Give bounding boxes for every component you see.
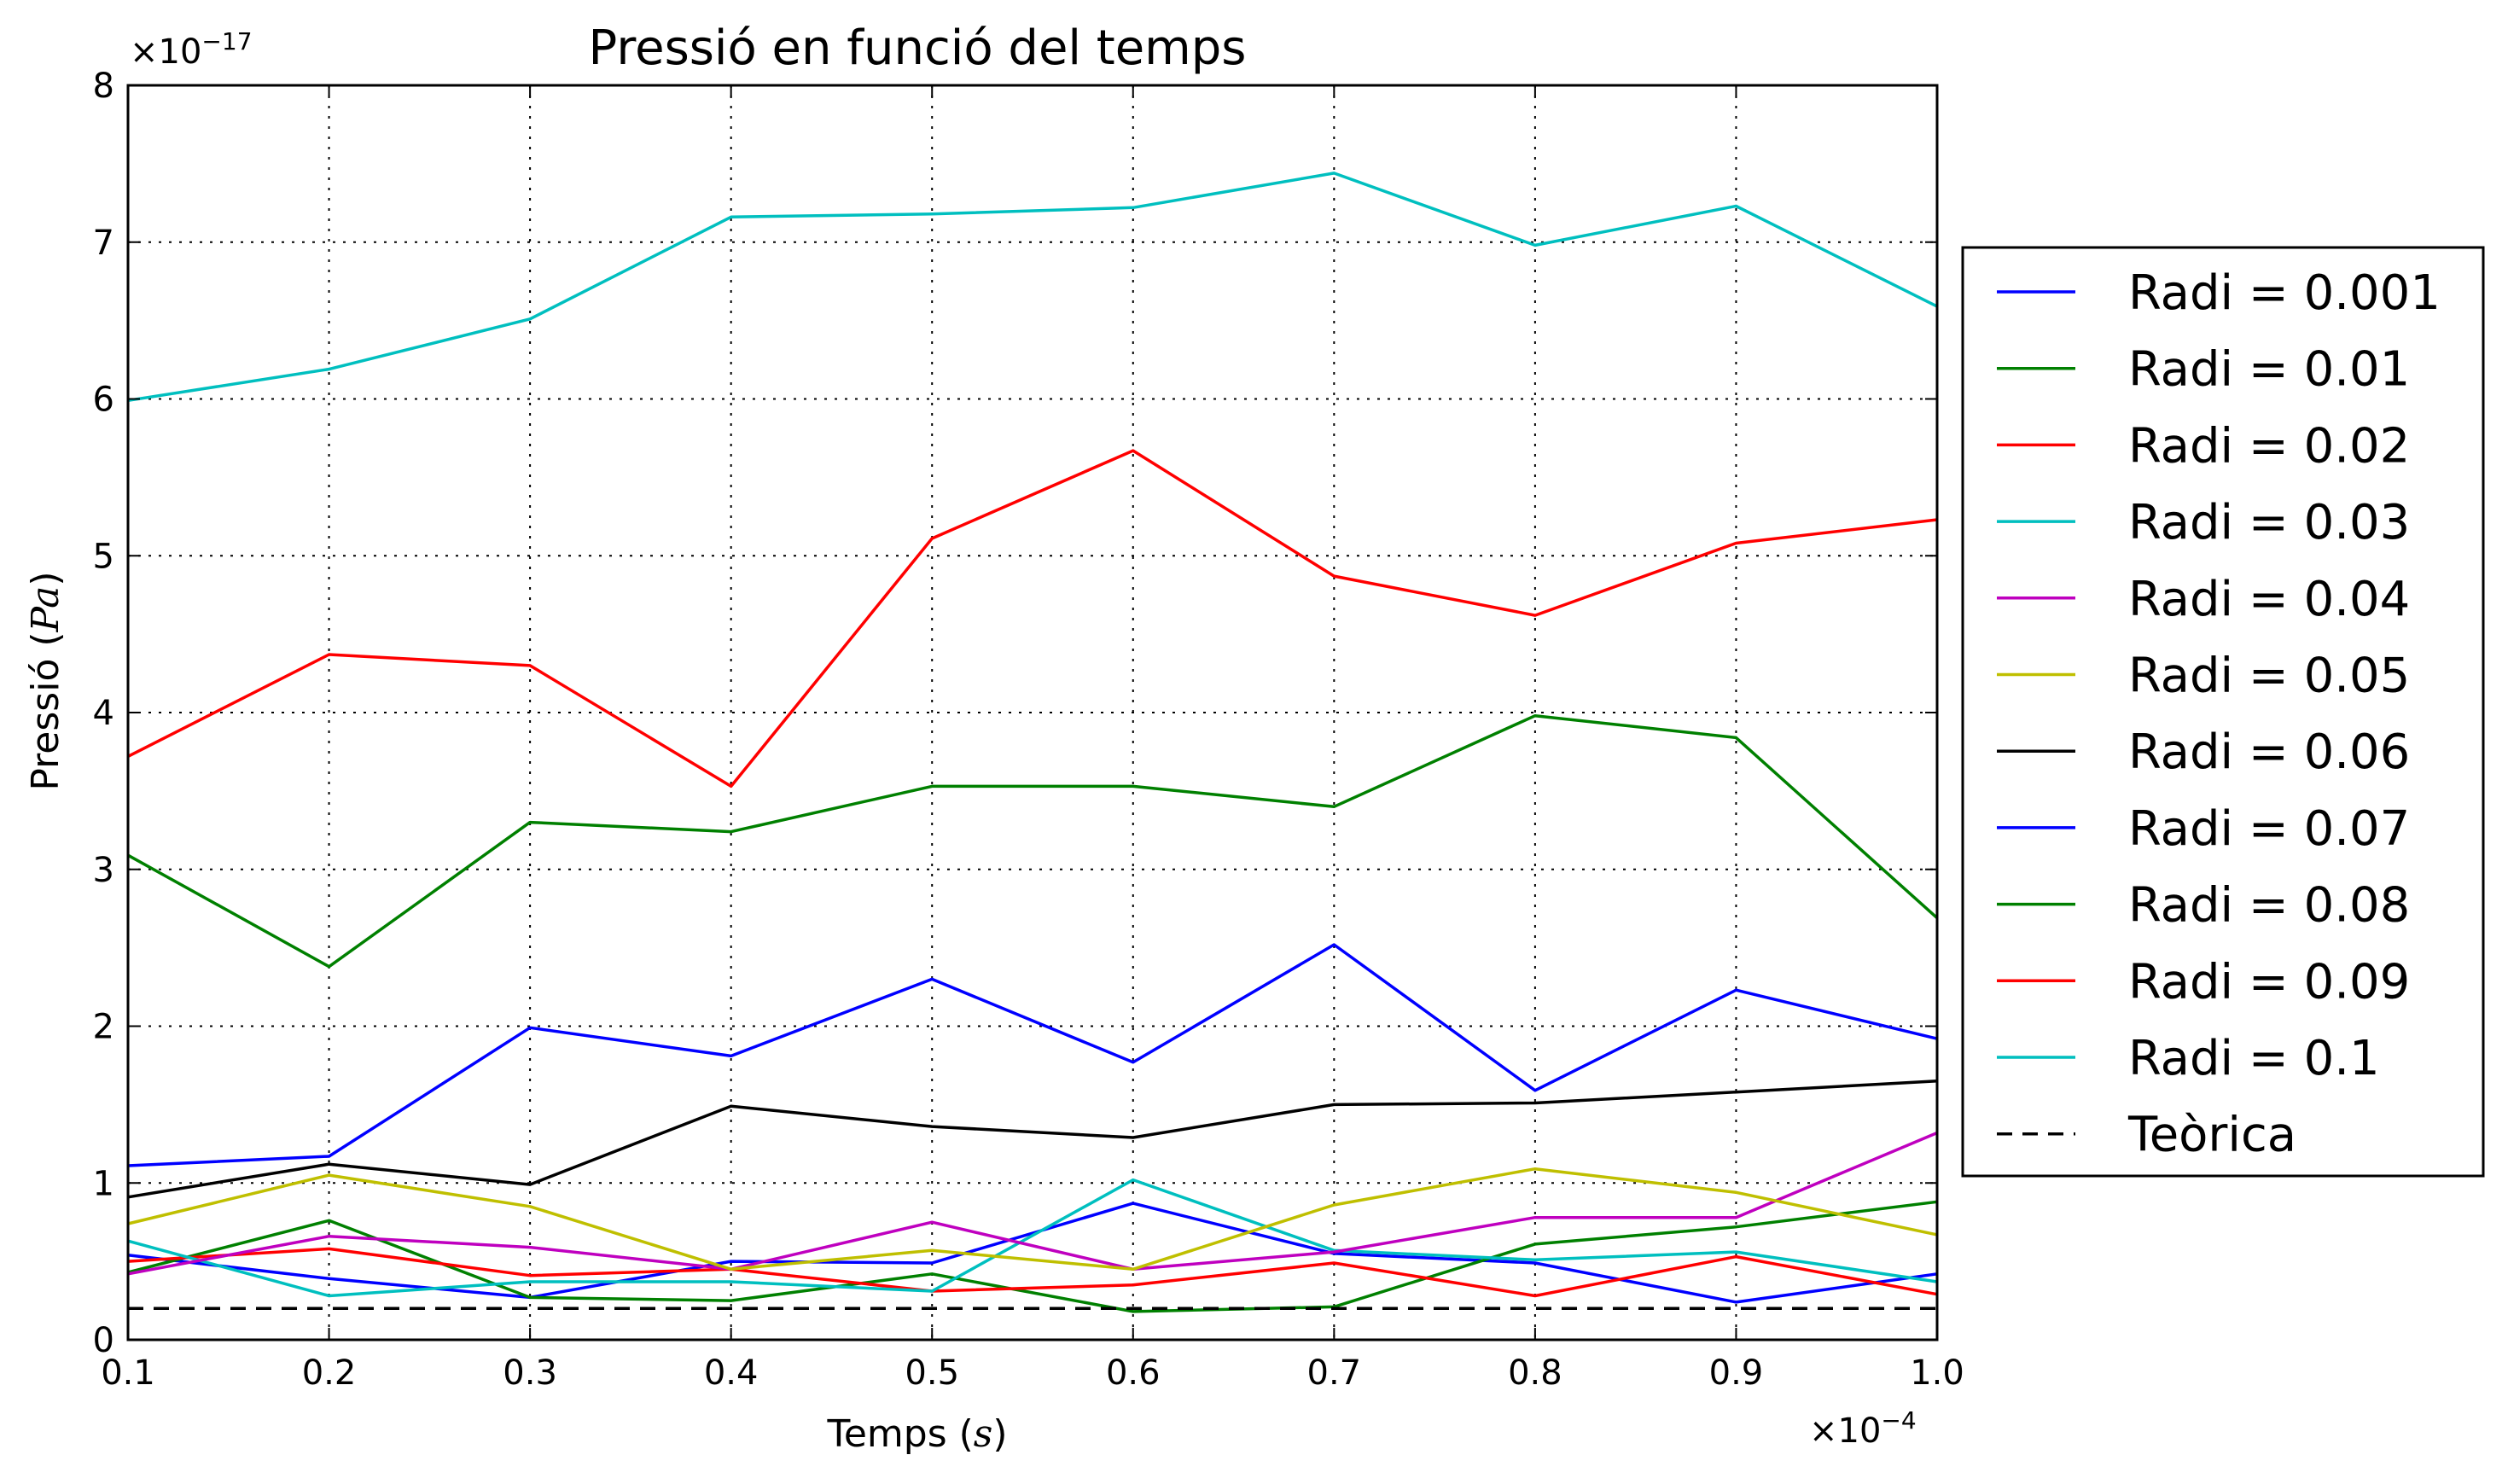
legend-label: Radi = 0.1	[2128, 1031, 2380, 1086]
series-line-10	[127, 172, 1938, 403]
y-tick-label: 4	[93, 694, 114, 733]
legend: Radi = 0.001 Radi = 0.01 Radi = 0.02 Radi =…	[1961, 246, 2485, 1178]
legend-label: Radi = 0.07	[2128, 801, 2410, 857]
series-line-5	[127, 1167, 1938, 1272]
legend-label: Radi = 0.05	[2128, 649, 2410, 704]
x-tick-label: 0.9	[1709, 1353, 1764, 1393]
x-tick-label: 0.7	[1307, 1353, 1362, 1393]
legend-label: Radi = 0.06	[2128, 725, 2410, 780]
y-tick-labels: 0 1 2 3 4 5 6 7 8	[93, 67, 114, 1360]
axis-ticks	[127, 84, 1938, 1341]
x-tick-label: 0.1	[101, 1353, 155, 1393]
x-tick-label: 0.6	[1106, 1353, 1161, 1393]
legend-label: Teòrica	[2127, 1108, 2296, 1163]
x-tick-label: 0.5	[905, 1353, 959, 1393]
x-tick-label: 1.0	[1910, 1353, 1964, 1393]
series-line-6	[127, 1080, 1938, 1199]
y-tick-label: 6	[93, 381, 114, 420]
series-line-2	[127, 1247, 1938, 1298]
legend-label: Radi = 0.001	[2128, 265, 2441, 321]
x-axis-label: Temps (s)	[826, 1412, 1007, 1456]
series-line-4	[127, 1131, 1938, 1276]
y-tick-label: 3	[93, 851, 114, 890]
legend-label: Radi = 0.08	[2128, 878, 2410, 934]
y-axis-label: Pressió (Pa)	[24, 571, 67, 790]
legend-label: Radi = 0.01	[2128, 342, 2410, 398]
chart-title: Pressió en funció del temps	[589, 20, 1247, 76]
y-axis-multiplier: ×10−17	[130, 27, 253, 72]
series-line-3	[127, 1178, 1938, 1298]
series-lines	[127, 172, 1939, 1313]
legend-label: Radi = 0.09	[2128, 954, 2410, 1010]
y-tick-label: 1	[93, 1164, 114, 1203]
y-tick-label: 5	[93, 537, 114, 576]
x-tick-label: 0.4	[704, 1353, 759, 1393]
x-tick-label: 0.2	[302, 1353, 357, 1393]
y-tick-label: 0	[93, 1321, 114, 1360]
legend-label: Radi = 0.03	[2128, 495, 2410, 550]
y-tick-label: 8	[93, 67, 114, 106]
series-line-1	[127, 1200, 1938, 1313]
x-tick-label: 0.3	[503, 1353, 557, 1393]
x-tick-labels: 0.1 0.2 0.3 0.4 0.5 0.6 0.7 0.8 0.9 1.0	[101, 1353, 1964, 1393]
y-tick-label: 7	[93, 224, 114, 263]
grid	[128, 85, 1937, 1340]
series-line-8	[127, 713, 1939, 969]
x-axis-multiplier: ×10−4	[1809, 1406, 1917, 1451]
legend-box	[1961, 246, 2485, 1178]
legend-label: Radi = 0.02	[2128, 418, 2410, 474]
y-tick-label: 2	[93, 1008, 114, 1047]
series-line-7	[127, 943, 1938, 1167]
legend-label: Radi = 0.04	[2128, 572, 2410, 627]
x-tick-label: 0.8	[1508, 1353, 1562, 1393]
series-line-9	[127, 449, 1938, 789]
